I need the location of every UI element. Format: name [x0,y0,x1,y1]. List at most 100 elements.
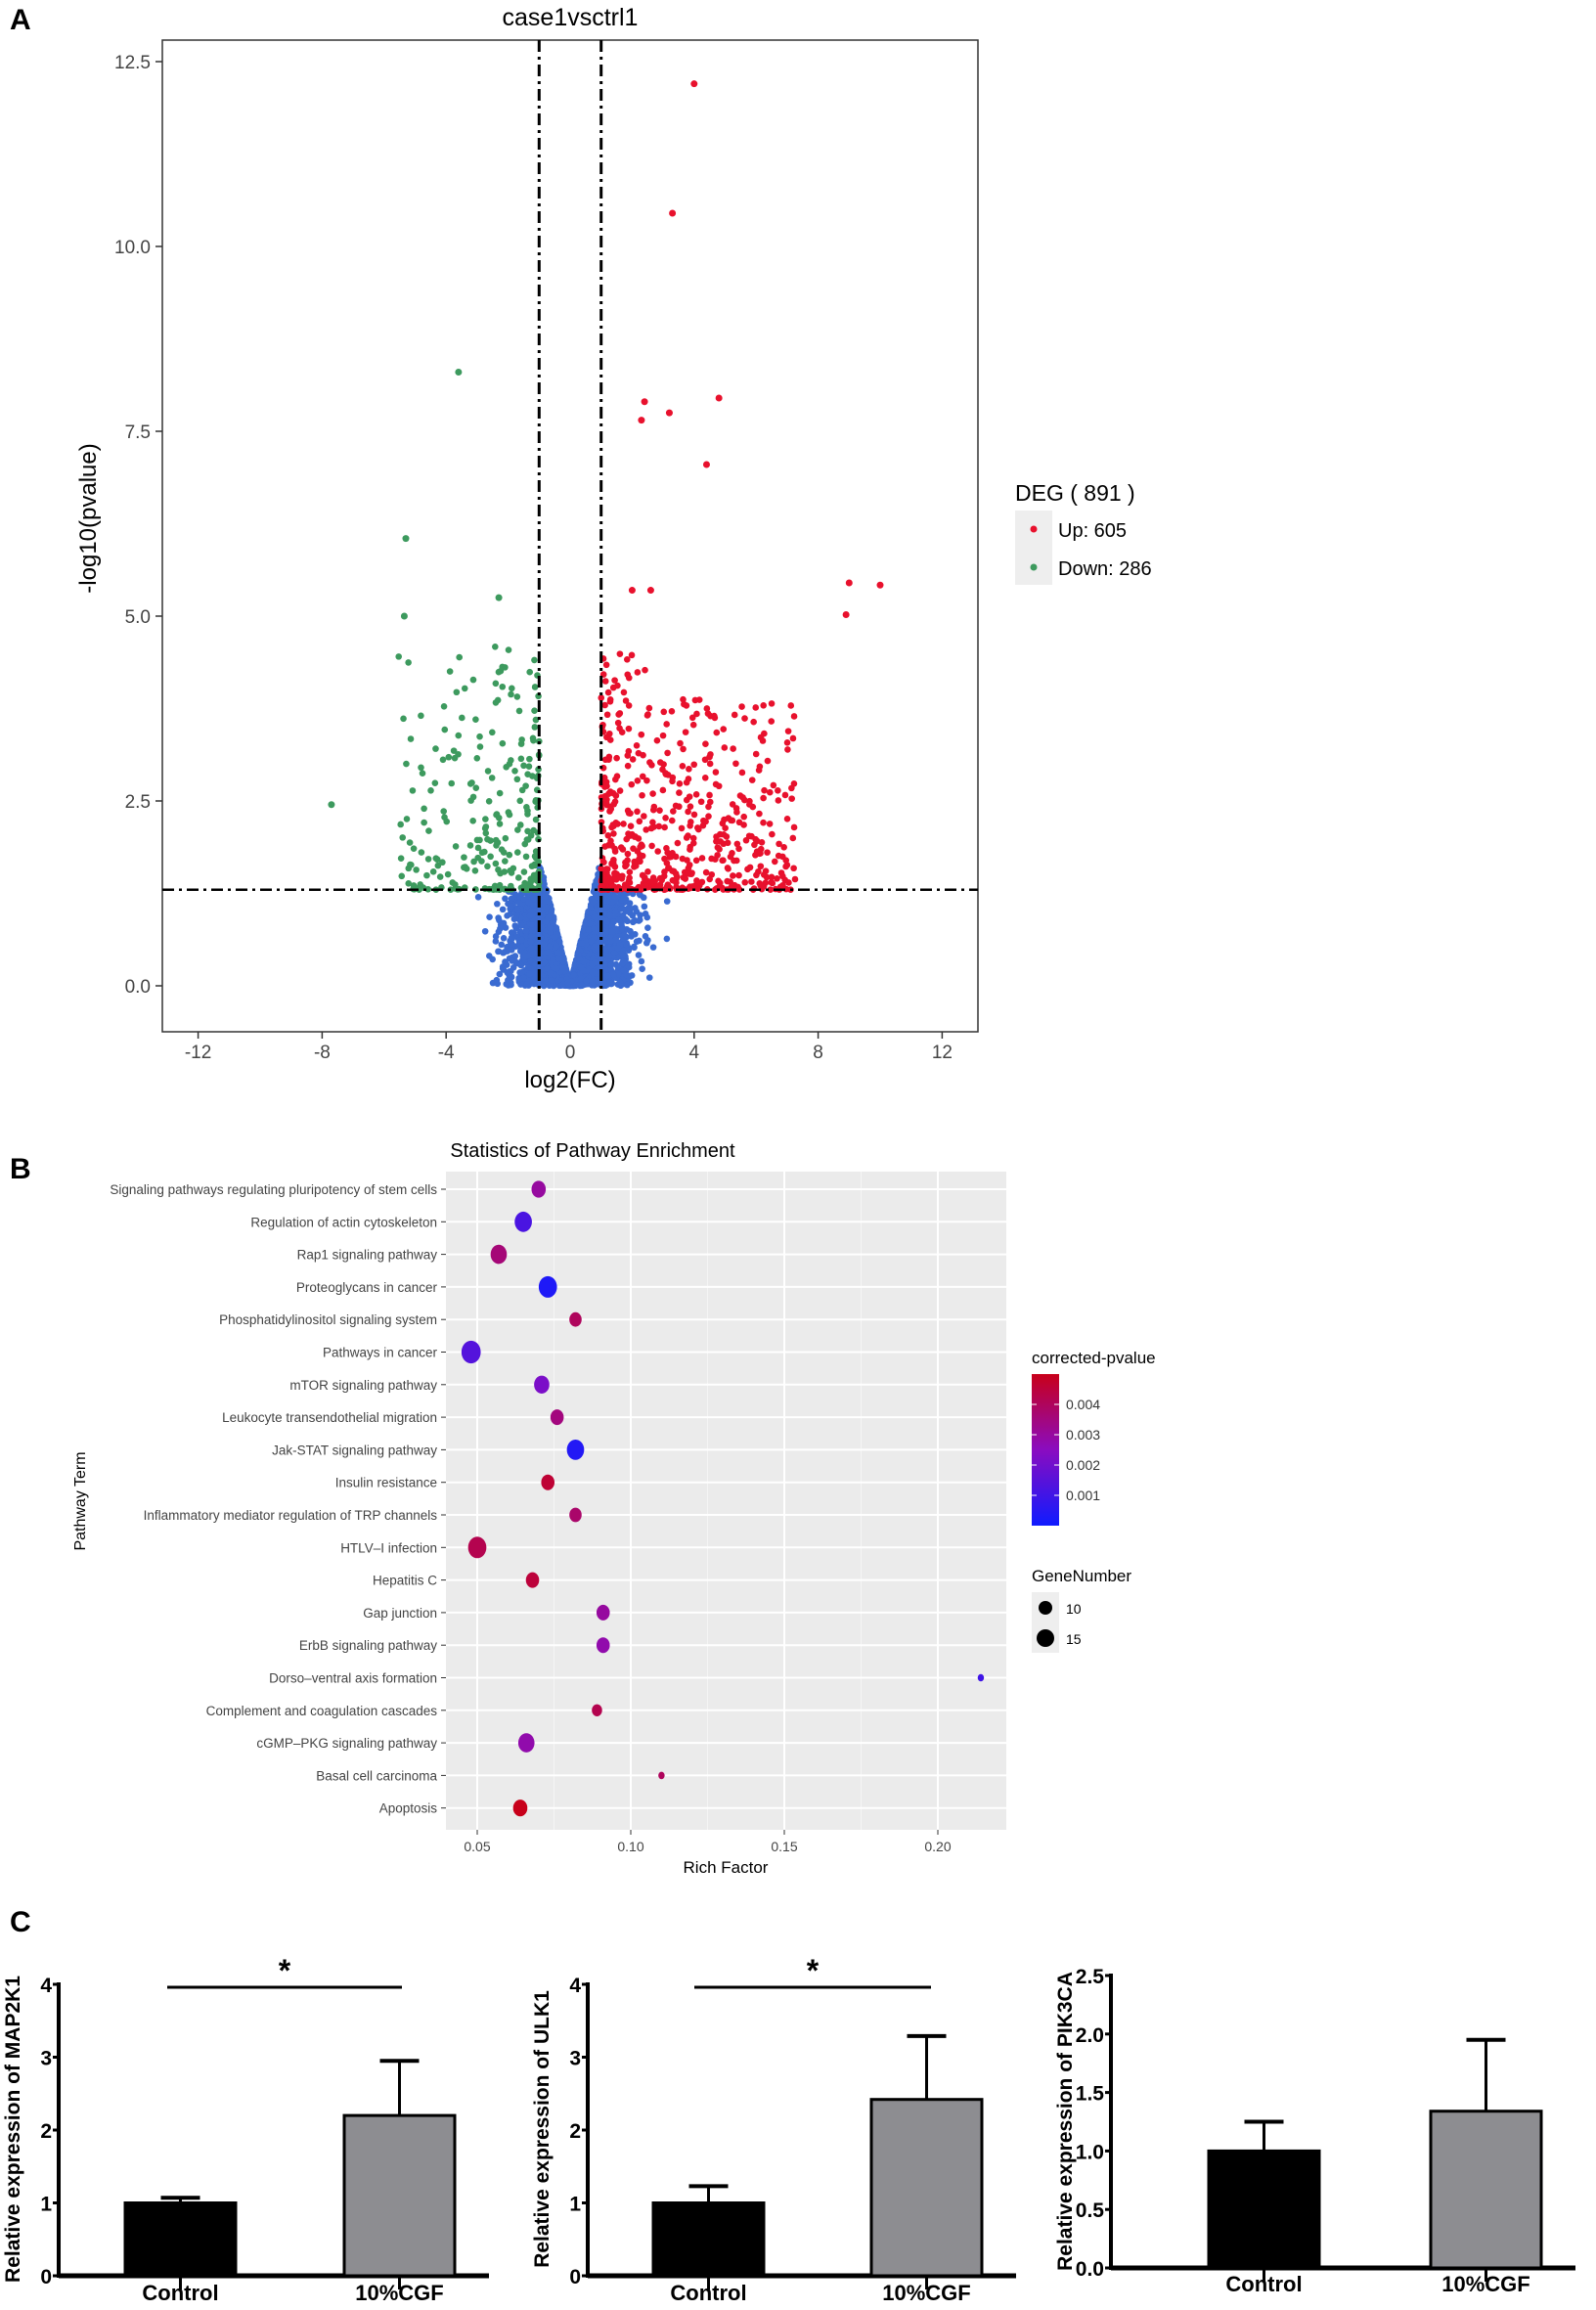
up-point [775,787,781,794]
down-point [489,729,496,736]
panel-label-b: B [10,1153,31,1185]
up-point [656,759,664,766]
down-point [514,874,522,881]
up-point [779,872,786,880]
up-point [731,857,737,865]
down-point [400,715,407,723]
up-point [720,831,728,838]
category-label: Control [1225,2272,1302,2296]
up-point [642,875,648,883]
ns-point [481,927,489,935]
volcano-ylabel: -log10(pvalue) [75,443,102,593]
up-point [610,830,617,837]
pathway-term-label: Complement and coagulation cascades [206,1704,438,1718]
up-point [704,710,712,717]
enrichment-point [534,1375,550,1395]
up-point [706,798,714,806]
up-point [732,760,739,768]
ns-point [620,894,627,902]
down-point [531,724,539,731]
up-point [735,871,742,879]
ns-point [638,957,645,965]
up-point [764,849,771,856]
ns-point [609,971,617,978]
ns-point [523,981,530,989]
up-point [601,701,608,709]
up-point [662,770,669,777]
up-point [615,711,622,718]
up-point [757,863,765,870]
up-point [730,745,736,752]
up-point [735,845,742,853]
down-point [503,764,510,771]
up-point [730,872,736,879]
down-point [482,829,490,837]
up-point [790,865,797,872]
up-point [682,729,689,735]
enrichment-point [467,1536,487,1559]
down-point [499,683,507,690]
up-point [640,751,646,759]
down-point [418,764,424,772]
ns-point [549,918,556,926]
notable-point [402,535,410,543]
up-point [724,839,732,847]
up-point [721,816,728,823]
bar-10cgf [342,2113,457,2278]
down-point [398,872,406,880]
up-point [684,870,691,877]
pathway-term-label: Regulation of actin cytoskeleton [250,1215,437,1229]
ns-point [551,933,558,941]
ns-point [532,978,540,986]
x-tick-label: 0.10 [617,1839,643,1854]
up-point [679,763,687,770]
up-point [757,882,765,889]
up-point [738,769,746,777]
ns-point [601,960,609,968]
up-point [616,725,623,733]
ns-point [500,921,508,929]
up-point [720,726,728,733]
ns-point [583,977,590,985]
notable-point [842,610,850,618]
up-point [788,795,795,802]
up-point [702,818,709,825]
category-label: 10%CGF [1441,2272,1530,2296]
up-point [686,862,693,868]
ns-point [495,948,502,955]
ns-point [495,914,502,921]
ns-point [585,926,592,934]
down-point [531,707,538,714]
up-point [648,842,655,850]
down-point [481,824,489,832]
notable-point [669,209,677,217]
down-point [405,880,413,887]
volcano-title: case1vsctrl1 [503,4,639,31]
ns-point [500,935,508,942]
up-point [752,704,760,711]
up-point [644,711,651,718]
enrichment-point [596,1604,610,1621]
up-point [719,857,726,865]
y-tick-label: 2 [569,2120,581,2143]
enrichment-title: Statistics of Pathway Enrichment [450,1140,735,1162]
down-point [421,819,427,826]
down-point [444,870,452,878]
up-point [733,809,740,816]
colorbar-tick-label: 0.004 [1066,1397,1100,1412]
ns-point [595,939,602,946]
ns-point [511,953,519,959]
ns-point [526,970,534,978]
ns-point [586,919,594,927]
y-tick-label: 1.0 [1076,2141,1104,2163]
up-point [791,875,799,883]
x-tick-label: 0.15 [771,1839,797,1854]
up-point [653,736,661,744]
bar-10cgf [1429,2110,1543,2270]
y-tick-label: 4 [569,1975,581,1997]
down-point [476,836,483,844]
up-point [693,824,701,831]
up-point [782,857,790,865]
ns-point [627,927,634,935]
down-point [516,822,524,828]
